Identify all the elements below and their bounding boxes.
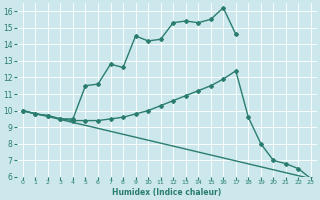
X-axis label: Humidex (Indice chaleur): Humidex (Indice chaleur) (112, 188, 221, 197)
